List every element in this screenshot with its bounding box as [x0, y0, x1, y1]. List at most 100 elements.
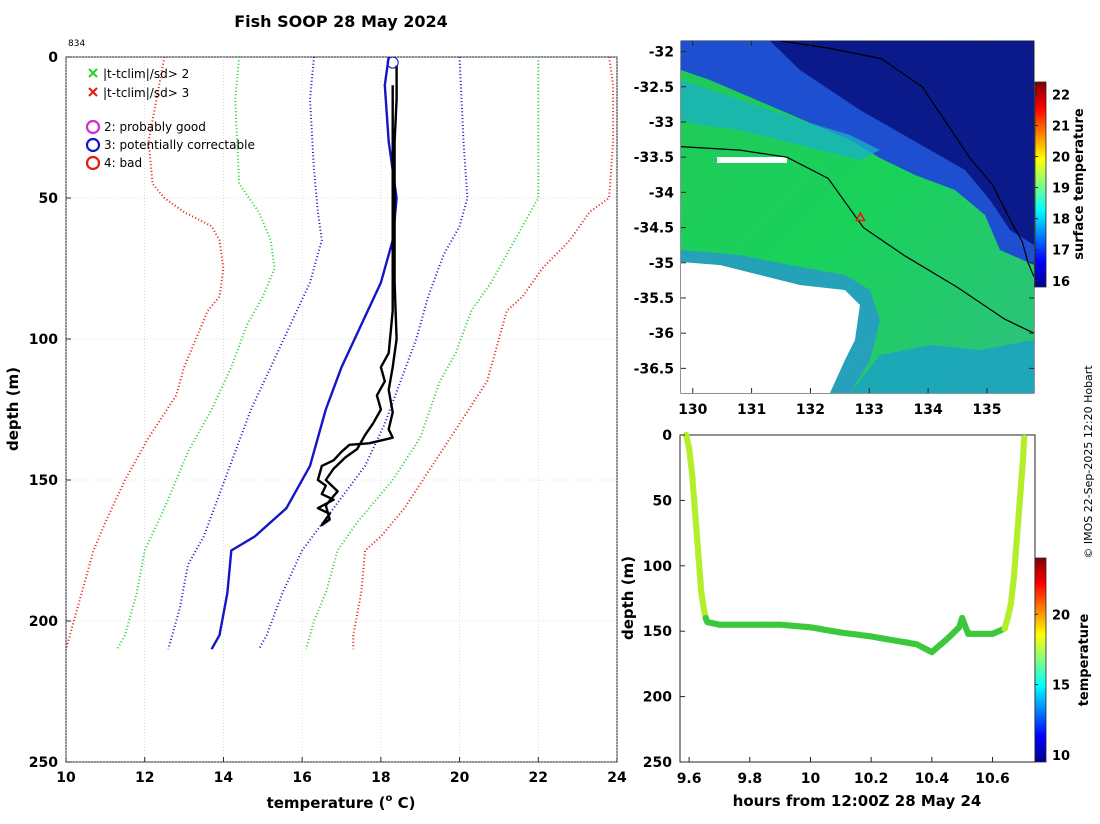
map-y-tick-label: -35.5	[634, 291, 674, 307]
profile-series-clim-2sd	[116, 56, 276, 650]
profile-x-tick-label: 16	[292, 770, 311, 786]
legend-q4-label: 4: bad	[104, 156, 142, 170]
map-x-ticks: 130 131 132 133 134 135	[678, 41, 1002, 418]
profile-x-tick-label: 18	[371, 770, 390, 786]
timeseries-points	[682, 431, 1028, 656]
timeseries-colorbar-tick-label: 20	[1052, 608, 1070, 623]
profile-x-tick-label: 10	[56, 770, 76, 786]
timeseries-x-tick-label: 10.2	[854, 771, 889, 787]
map-y-tick-label: -33	[649, 115, 674, 131]
map-mid-cool-band	[681, 80, 880, 160]
profile-series	[65, 56, 615, 650]
profile-grid	[65, 56, 618, 763]
legend-q2-label: 2: probably good	[104, 120, 206, 134]
map-y-tick-label: -33.5	[634, 150, 674, 166]
profile-series-clim-3sd	[65, 56, 225, 650]
map-colorbar	[1034, 81, 1047, 288]
timeseries-y-tick-label: 0	[662, 428, 672, 444]
timeseries-x-tick-label: 10.6	[975, 771, 1010, 787]
map-south-east-cool	[850, 340, 1034, 393]
timeseries-x-ticks: 9.6 9.8 10 10.2 10.4 10.6	[677, 757, 1010, 787]
timeseries-panel: 9.6 9.8 10 10.2 10.4 10.6 0 50 100 150 200 250 hou…	[619, 428, 1092, 810]
map-cloud-gap	[681, 262, 860, 393]
profile-series-clim-2sd	[305, 57, 540, 650]
profile-surface-marker	[386, 56, 399, 69]
map-panel: 130 131 132 133 134 135 -32-32.5-33-33.5-34-3…	[634, 40, 1087, 418]
profile-x-tick-label: 14	[214, 770, 234, 786]
figure-title: Fish SOOP 28 May 2024	[234, 12, 448, 31]
timeseries-x-label: hours from 12:00Z 28 May 24	[733, 792, 982, 810]
timeseries-point	[1020, 434, 1028, 442]
profile-y-tick-label: 200	[29, 614, 58, 630]
timeseries-y-ticks: 0 50 100 150 200 250	[643, 428, 685, 771]
map-colorbar-tick-label: 20	[1052, 151, 1070, 166]
map-y-tick-label: -36.5	[634, 361, 674, 377]
profile-y-tick-label: 100	[29, 332, 58, 348]
timeseries-y-label: depth (m)	[619, 556, 637, 640]
legend-x2-marker	[88, 68, 98, 78]
map-cloud-edge	[681, 250, 880, 393]
profile-series-observed	[316, 65, 398, 527]
map-cast-location-marker	[855, 211, 866, 222]
map-x-tick-label: 134	[913, 402, 942, 418]
profile-x-label: temperature (o C)	[267, 793, 416, 812]
map-colorbar-tick-label: 18	[1052, 213, 1070, 228]
profile-y-tick-label: 250	[29, 755, 58, 771]
legend-q3-marker	[85, 137, 101, 153]
timeseries-colorbar-tick-label: 10	[1052, 749, 1070, 764]
timeseries-y-tick-label: 200	[643, 690, 672, 706]
profile-x-tick-label: 24	[607, 770, 627, 786]
timeseries-colorbar-tick-label: 15	[1052, 679, 1070, 694]
map-coastline	[780, 41, 1034, 278]
map-y-tick-label: -32.5	[634, 80, 674, 96]
profile-y-tick-label: 150	[29, 473, 58, 489]
map-y-tick-label: -35	[649, 256, 674, 272]
timeseries-x-tick-label: 9.6	[677, 771, 702, 787]
map-x-tick-label: 131	[737, 402, 766, 418]
map-colorbar-ticks: 16 17 18 19 20 21 22	[1035, 88, 1070, 290]
map-x-tick-label: 130	[678, 402, 707, 418]
timeseries-x-tick-label: 9.8	[737, 771, 762, 787]
profile-y-ticks: 0 50 100 150 200 250	[29, 50, 71, 771]
map-cloud-streak	[717, 157, 787, 163]
profile-x-label-sup: o	[385, 793, 392, 804]
map-x-tick-label: 133	[855, 402, 884, 418]
profile-x-tick-label: 20	[450, 770, 470, 786]
map-ship-track	[681, 146, 1034, 334]
map-colorbar-tick-label: 21	[1052, 119, 1070, 134]
legend-x3-label: |t-tclim|/sd> 3	[103, 86, 189, 100]
map-y-ticks: -32 -32.5 -33 -33.5 -34 -34.5 -35 -35.5 -36 -36.5	[634, 45, 1034, 377]
legend-q2-marker	[85, 119, 101, 135]
map-coastal-deep-cold	[770, 41, 1034, 245]
map-x-tick-label: 135	[972, 402, 1001, 418]
map-colorbar-label: surface temperature	[1072, 108, 1087, 260]
profile-y-tick-label: 50	[39, 191, 59, 207]
timeseries-colorbar-label: temperature	[1077, 614, 1092, 707]
profile-x-label-main: temperature (	[267, 794, 386, 812]
map-x-tick-label: 132	[796, 402, 825, 418]
timeseries-y-tick-label: 150	[643, 624, 672, 640]
legend-x2-label: |t-tclim|/sd> 2	[103, 67, 189, 81]
timeseries-colorbar	[1034, 557, 1047, 763]
map-colorbar-tick-label: 17	[1052, 244, 1070, 259]
map-colorbar-tick-label: 16	[1052, 275, 1070, 290]
profile-x-label-tail: C)	[392, 794, 415, 812]
map-y-tick-label: -34	[649, 185, 675, 201]
timeseries-y-tick-label: 250	[643, 755, 672, 771]
timeseries-axes-frame	[679, 434, 1036, 763]
map-y-tick-label: -36	[649, 326, 674, 342]
map-y-tick-label: -34.5	[634, 221, 674, 237]
map-colorbar-tick-label: 22	[1052, 88, 1070, 103]
profile-id: 834	[68, 39, 85, 49]
profile-x-tick-label: 12	[135, 770, 154, 786]
profile-x-ticks: 10 12 14 16 18 20 22 24	[56, 757, 627, 786]
profile-y-label: depth (m)	[4, 367, 22, 451]
map-colorbar-tick-label: 19	[1052, 182, 1070, 197]
timeseries-x-tick-label: 10	[801, 771, 821, 787]
map-y-tick-label: -32	[649, 45, 674, 61]
legend-q3-label: 3: potentially correctable	[104, 138, 255, 152]
credit-text: © IMOS 22-Sep-2025 12:20 Hobart	[1082, 365, 1095, 559]
profile-axes-frame	[65, 56, 618, 763]
timeseries-x-tick-label: 10.4	[915, 771, 950, 787]
